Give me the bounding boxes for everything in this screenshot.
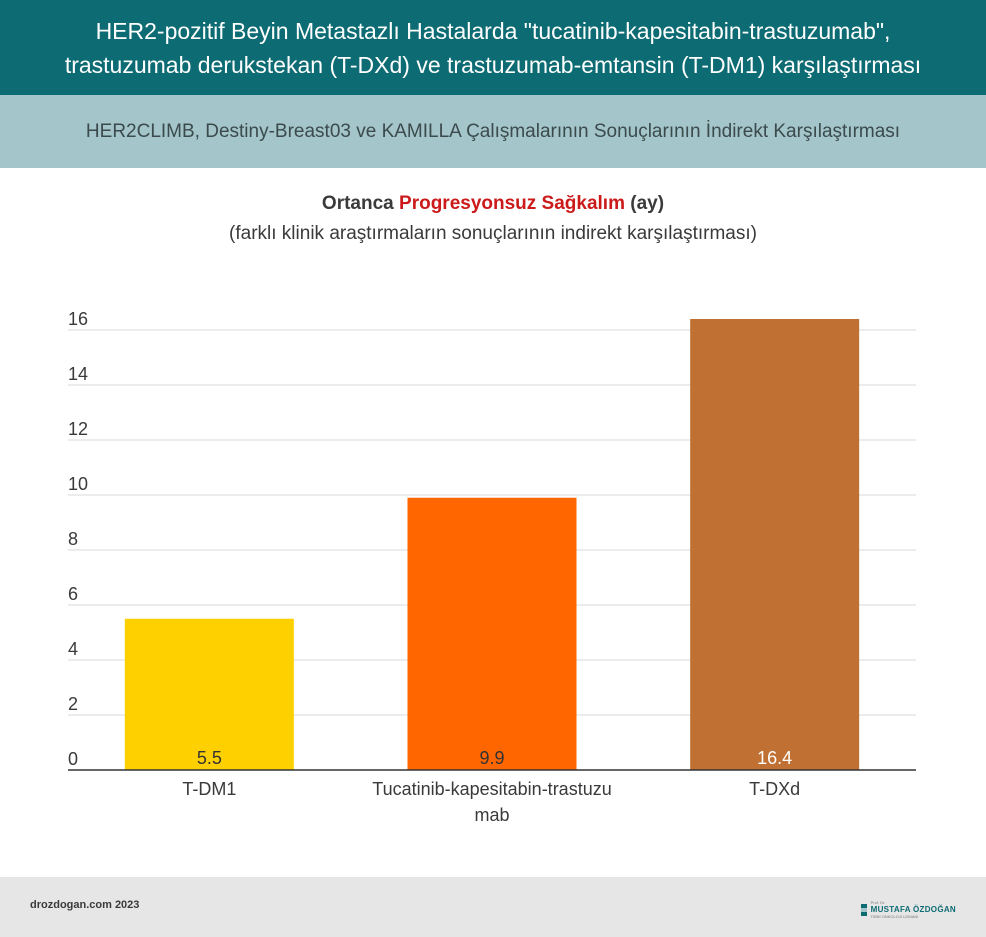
y-tick-label: 2 [68, 694, 78, 714]
bar-value-label: 16.4 [757, 748, 792, 768]
chart-title-accent: Progresyonsuz Sağkalım [399, 193, 625, 214]
header-title-line-1: HER2-pozitif Beyin Metastazlı Hastalarda… [95, 17, 891, 44]
subheader-banner: HER2CLIMB, Destiny-Breast03 ve KAMILLA Ç… [0, 95, 986, 168]
bar-chart: 0 2 4 6 8 10 12 14 16 5.5 T-DM1 9.9 Tucatinib-kapesi… [68, 309, 916, 825]
chart-title-prefix: Ortanca [321, 193, 400, 214]
header-banner: HER2-pozitif Beyin Metastazlı Hastalarda… [0, 0, 986, 95]
logo-text: Prof. Dr. MUSTAFA ÖZDOĞAN TIBBİ ONKOLOJİ… [871, 899, 956, 920]
x-tick-label: Tucatinib-kapesitabin-trastuzu [372, 779, 611, 799]
y-tick-label: 16 [68, 309, 88, 329]
logo-role: TIBBİ ONKOLOJİ UZMANI [870, 914, 919, 919]
bar-value-label: 5.5 [197, 748, 222, 768]
x-tick-label: T-DXd [749, 779, 800, 799]
y-tick-label: 0 [68, 749, 78, 769]
y-tick-label: 10 [68, 474, 88, 494]
x-tick-label: mab [474, 805, 509, 825]
logo-mark-icon [860, 903, 867, 916]
y-tick-label: 12 [68, 419, 88, 439]
bar-value-label: 9.9 [479, 748, 504, 768]
bar [407, 497, 577, 770]
header-title-line-2: trastuzumab derukstekan (T-DXd) ve trast… [64, 51, 922, 78]
footer-logo: Prof. Dr. MUSTAFA ÖZDOĞAN TIBBİ ONKOLOJİ… [860, 899, 956, 920]
y-tick-label: 4 [68, 639, 78, 659]
chart-subtitle: (farklı klinik araştırmaların sonuçların… [229, 223, 757, 244]
bar [690, 319, 860, 770]
x-tick-label: T-DM1 [182, 779, 236, 799]
subheader-text: HER2CLIMB, Destiny-Breast03 ve KAMILLA Ç… [85, 120, 901, 142]
y-tick-label: 6 [68, 584, 78, 604]
y-tick-label: 8 [68, 529, 78, 549]
footer-site-text: drozdogan.com 2023 [30, 899, 140, 911]
logo-name: MUSTAFA ÖZDOĞAN [870, 905, 956, 914]
chart-title-suffix: (ay) [624, 193, 665, 214]
y-tick-label: 14 [68, 364, 88, 384]
bar [124, 618, 294, 770]
logo-title: Prof. Dr. [870, 900, 886, 905]
chart-title: Ortanca Progresyonsuz Sağkalım (ay) [0, 190, 986, 218]
footer: drozdogan.com 2023 Prof. Dr. MUSTAFA ÖZD… [0, 877, 986, 937]
